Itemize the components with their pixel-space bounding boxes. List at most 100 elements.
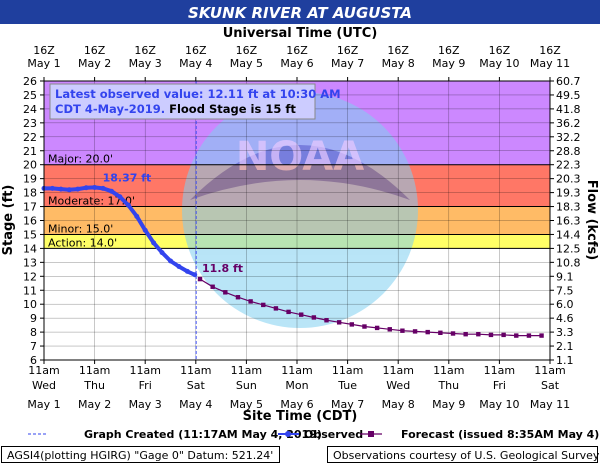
bottom-tick-time: 11am xyxy=(534,364,565,377)
bottom-tick-day: Fri xyxy=(493,379,506,392)
flow-tick-label: 16.3 xyxy=(556,215,581,228)
stage-tick-label: 22 xyxy=(23,131,37,144)
peak-label: 18.37 ft xyxy=(103,171,152,184)
forecast-line xyxy=(199,278,542,337)
noaa-watermark: NOAA xyxy=(182,92,418,328)
observed-point xyxy=(66,187,72,193)
bottom-tick-day: Wed xyxy=(386,379,410,392)
observed-point xyxy=(134,213,140,219)
top-tick-date: May 2 xyxy=(78,57,111,70)
top-tick-time: 16Z xyxy=(134,44,156,57)
threshold-label-moderate: Moderate: 17.0' xyxy=(48,195,135,208)
stage-tick-label: 19 xyxy=(23,173,37,186)
forecast-point xyxy=(476,331,481,337)
threshold-label-major: Major: 20.0' xyxy=(48,153,113,166)
bottom-tick-date: May 8 xyxy=(382,398,415,411)
top-tick-time: 16Z xyxy=(438,44,460,57)
observed-point xyxy=(108,188,114,194)
flow-tick-label: 3.3 xyxy=(556,326,574,339)
plot-grid xyxy=(43,80,551,361)
flow-tick-label: 49.5 xyxy=(556,89,581,102)
flood-threshold-lines: Major: 20.0' Moderate: 17.0' Minor: 15.0'A… xyxy=(44,153,550,249)
flow-tick-label: 36.2 xyxy=(556,117,581,130)
top-tick-time: 16Z xyxy=(489,44,511,57)
legend-forecast-marker xyxy=(368,431,374,437)
flow-tick-label: 41.8 xyxy=(556,103,581,116)
observed-point xyxy=(117,194,123,200)
forecast-series xyxy=(197,276,544,338)
bottom-tick-day: Sat xyxy=(187,379,206,392)
datum-info-text: AGSI4(plotting HGIRG) "Gage 0" Datum: 52… xyxy=(7,449,274,462)
stage-tick-label: 16 xyxy=(23,215,37,228)
forecast-point xyxy=(400,328,405,333)
top-tick-time: 16Z xyxy=(539,44,561,57)
bottom-tick-date: May 3 xyxy=(129,398,162,411)
top-tick-time: 16Z xyxy=(33,44,55,57)
stage-tick-label: 25 xyxy=(23,89,37,102)
forecast-point xyxy=(539,333,544,338)
bottom-tick-time: 11am xyxy=(281,364,312,377)
stage-tick-label: 6 xyxy=(30,354,37,367)
threshold-label-action: Action: 14.0' xyxy=(48,236,117,249)
latest-value-line1: Latest observed value: 12.11 ft at 10:30… xyxy=(55,87,341,101)
flow-tick-label: 18.3 xyxy=(556,201,581,214)
stage-tick-label: 8 xyxy=(30,326,37,339)
bottom-tick-date: May 9 xyxy=(432,398,465,411)
observed-point xyxy=(142,227,148,233)
forecast-point xyxy=(514,333,519,338)
forecast-point xyxy=(501,332,506,338)
bottom-tick-date: May 10 xyxy=(479,398,519,411)
stage-tick-label: 18 xyxy=(23,187,37,200)
bottom-tick-date: May 1 xyxy=(27,398,60,411)
forecast-point xyxy=(438,330,443,335)
top-tick-date: May 8 xyxy=(382,57,415,70)
forecast-point xyxy=(362,324,367,329)
stage-tick-label: 13 xyxy=(23,256,37,269)
series-labels: 18.37 ft 11.8 ft xyxy=(103,171,243,275)
observed-point xyxy=(159,250,165,256)
forecast-point xyxy=(412,329,418,334)
forecast-point xyxy=(526,333,532,338)
stage-tick-label: 24 xyxy=(23,103,37,116)
top-tick-time: 16Z xyxy=(236,44,258,57)
right-axis-title: Flow (kcfs) xyxy=(584,180,599,260)
legend-observed-marker xyxy=(285,431,291,437)
flow-tick-label: 60.7 xyxy=(556,75,581,88)
legend-forecast-label: Forecast (issued 8:35AM May 4) xyxy=(401,428,599,441)
forecast-point xyxy=(261,302,266,308)
observed-point xyxy=(151,240,157,246)
observed-point xyxy=(92,184,98,190)
title-bar xyxy=(0,0,600,24)
top-tick-date: May 10 xyxy=(479,57,519,70)
bottom-tick-day: Thu xyxy=(83,379,105,392)
observed-point xyxy=(75,186,81,192)
bottom-tick-time: 11am xyxy=(332,364,363,377)
top-tick-time: 16Z xyxy=(185,44,207,57)
bottom-tick-day: Mon xyxy=(285,379,308,392)
bottom-tick-day: Sun xyxy=(236,379,257,392)
stage-tick-label: 26 xyxy=(23,75,37,88)
top-tick-date: May 4 xyxy=(179,57,212,70)
observed-point xyxy=(168,258,173,264)
top-tick-date: May 11 xyxy=(530,57,570,70)
bottom-tick-day: Wed xyxy=(32,379,56,392)
forecast-point xyxy=(488,332,494,338)
stage-tick-label: 23 xyxy=(23,117,37,130)
flow-tick-label: 28.8 xyxy=(556,145,581,158)
bottom-axis-title: Site Time (CDT) xyxy=(243,409,358,424)
top-tick-time: 16Z xyxy=(387,44,409,57)
top-tick-date: May 5 xyxy=(230,57,263,70)
bottom-tick-time: 11am xyxy=(231,364,262,377)
top-tick-date: May 3 xyxy=(129,57,162,70)
observed-point xyxy=(125,202,131,208)
latest-value-box: Latest observed value: 12.11 ft at 10:30… xyxy=(49,83,341,120)
bottom-tick-time: 11am xyxy=(79,364,110,377)
datum-info-box: AGSI4(plotting HGIRG) "Gage 0" Datum: 52… xyxy=(1,446,280,463)
forecast-point xyxy=(223,290,228,295)
chart-title: SKUNK RIVER AT AUGUSTA xyxy=(188,4,412,22)
bottom-tick-time: 11am xyxy=(484,364,515,377)
flood-stage-note: Flood Stage is 15 ft xyxy=(165,102,296,116)
